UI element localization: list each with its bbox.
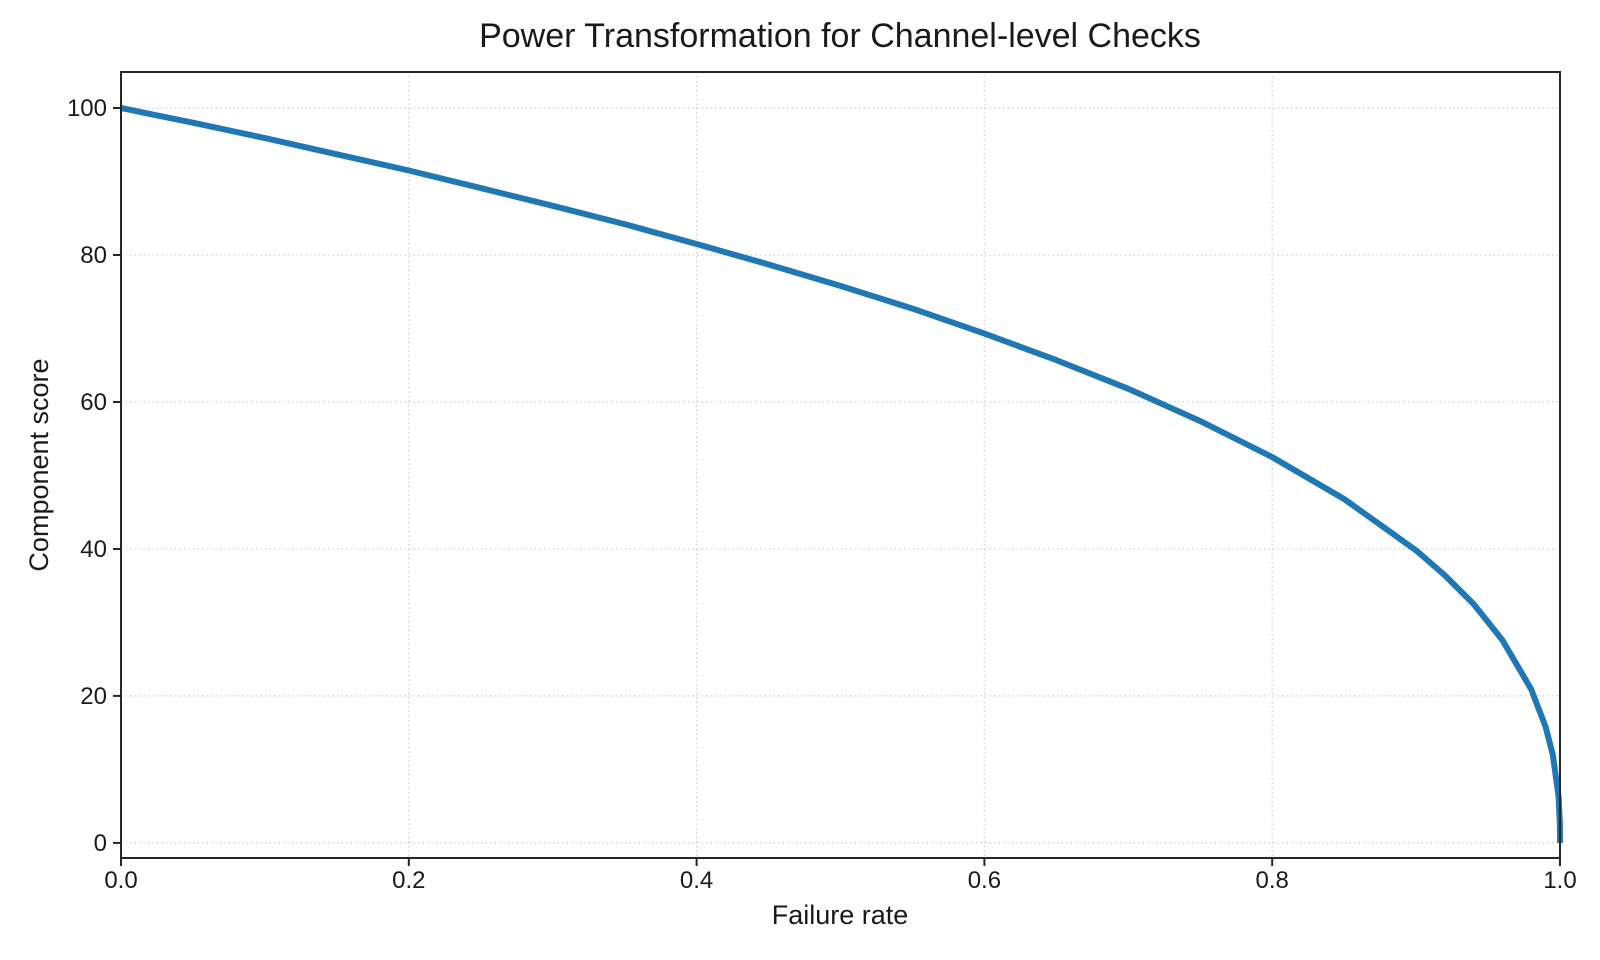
grid-layer	[121, 72, 1560, 858]
plot-border	[120, 71, 1561, 859]
y-tick-label: 80	[80, 242, 107, 269]
x-tick-label: 0.6	[968, 867, 1001, 894]
x-tick-label: 1.0	[1543, 867, 1576, 894]
series-layer	[120, 105, 1563, 843]
y-axis-label: Component score	[24, 358, 54, 571]
chart-title: Power Transformation for Channel-level C…	[479, 17, 1201, 55]
y-tick-label: 20	[80, 683, 107, 710]
x-tick-label: 0.4	[680, 867, 713, 894]
y-tick-label: 40	[80, 536, 107, 563]
x-tick-label: 0.8	[1256, 867, 1289, 894]
x-axis-label: Failure rate	[772, 900, 909, 930]
x-tick-label: 0.0	[104, 867, 137, 894]
y-tick-label: 100	[67, 95, 107, 122]
y-tick-label: 0	[94, 830, 107, 857]
series-line-component-score-curve	[120, 105, 1563, 843]
y-tick-label: 60	[80, 389, 107, 416]
x-tick-label: 0.2	[392, 867, 425, 894]
axes-layer: 0.0 0.2 0.4 0.6 0.8 1.0 0 20 40 60 80 100	[67, 71, 1577, 894]
